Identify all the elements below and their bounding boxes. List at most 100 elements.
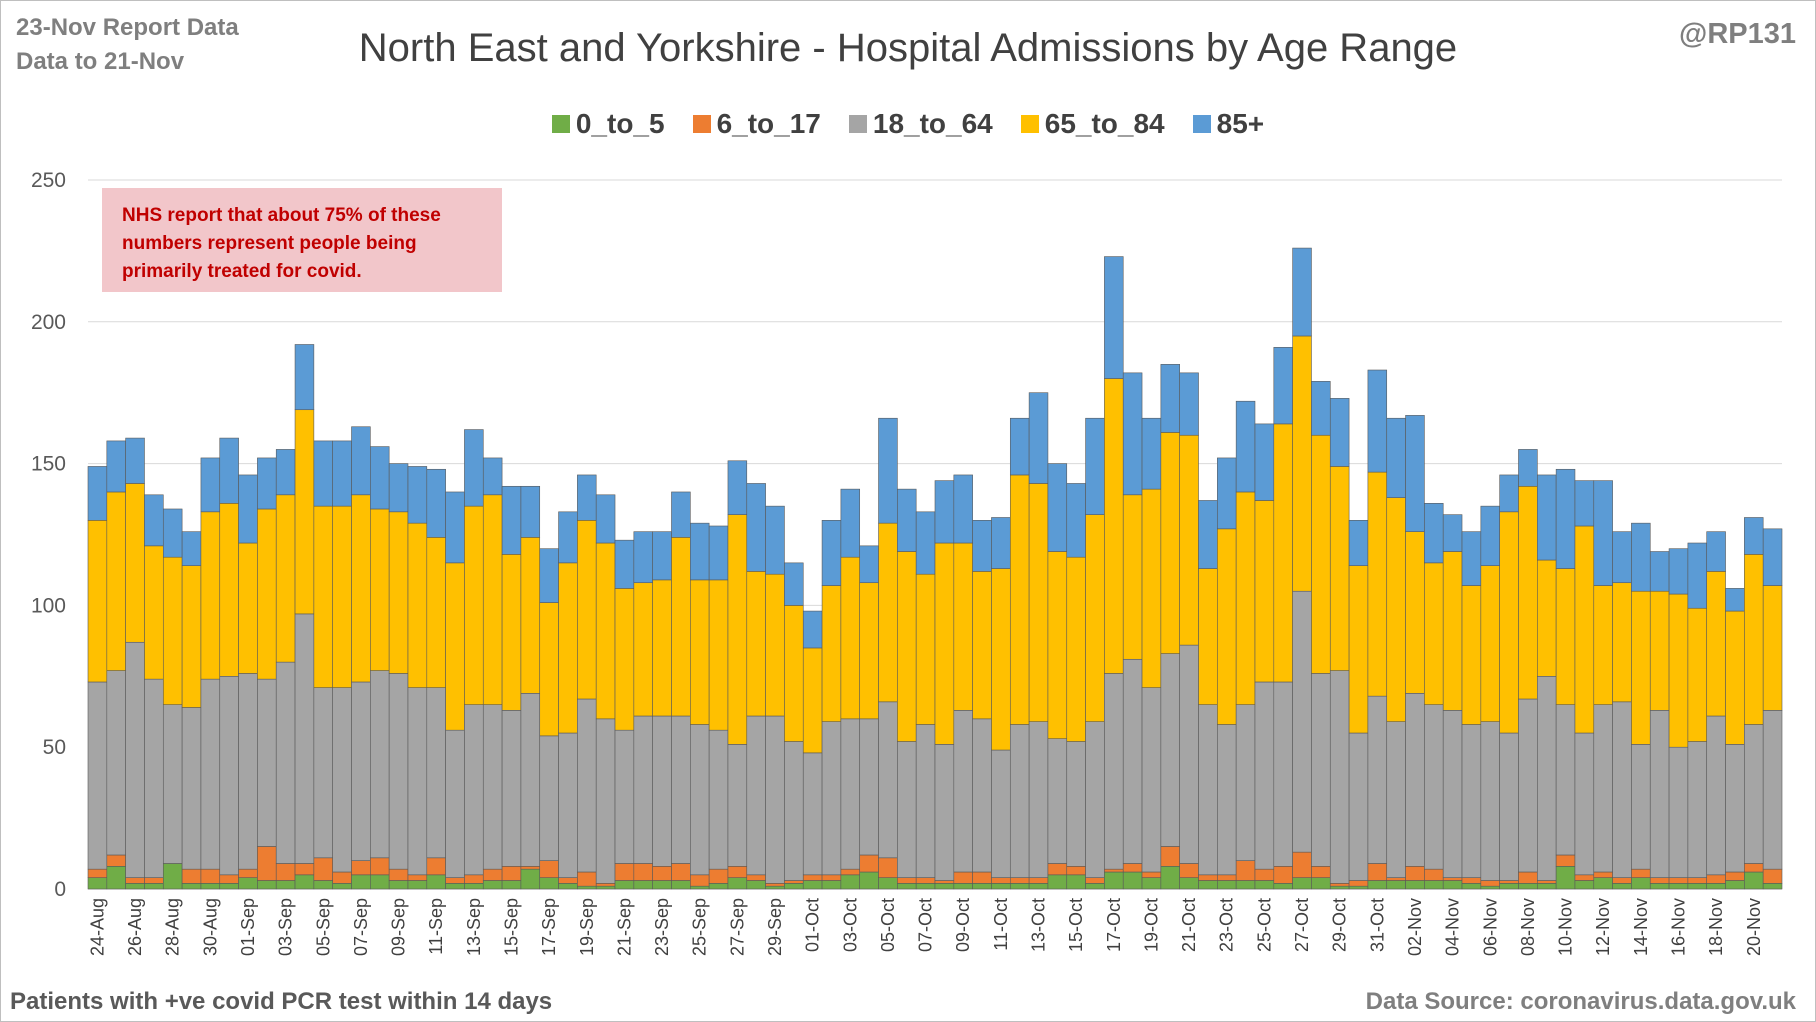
bar-6_to_17 bbox=[87, 868, 108, 878]
bar-85+ bbox=[784, 562, 804, 606]
bar-18_to_64 bbox=[388, 673, 409, 870]
bar-18_to_64 bbox=[708, 729, 729, 870]
bar-6_to_17 bbox=[1499, 880, 1519, 884]
bar-0_to_5 bbox=[972, 883, 992, 890]
bar-18_to_64 bbox=[294, 613, 315, 864]
bar-0_to_5 bbox=[1499, 883, 1519, 890]
bar-65_to_84 bbox=[1122, 494, 1143, 660]
bar-65_to_84 bbox=[144, 545, 164, 680]
bar-85+ bbox=[595, 494, 616, 544]
bar-6_to_17 bbox=[144, 877, 164, 884]
bar-65_to_84 bbox=[1198, 568, 1218, 705]
bar-0_to_5 bbox=[1085, 883, 1105, 890]
bar-85+ bbox=[1480, 505, 1500, 566]
bar-18_to_64 bbox=[633, 715, 653, 864]
bar-0_to_5 bbox=[784, 883, 804, 890]
bar-6_to_17 bbox=[1555, 854, 1576, 867]
bar-85+ bbox=[1009, 417, 1030, 476]
bar-85+ bbox=[1348, 520, 1369, 566]
legend-item-85+: 85+ bbox=[1192, 108, 1265, 140]
bar-85+ bbox=[915, 511, 936, 575]
bar-65_to_84 bbox=[878, 522, 898, 703]
bar-0_to_5 bbox=[614, 880, 635, 890]
x-tick-label: 29-Sep bbox=[765, 898, 785, 956]
bar-0_to_5 bbox=[633, 880, 653, 890]
bar-6_to_17 bbox=[1311, 866, 1331, 878]
bar-6_to_17 bbox=[558, 877, 578, 884]
bar-18_to_64 bbox=[784, 741, 804, 881]
bar-18_to_64 bbox=[1555, 704, 1576, 856]
x-tick-label: 01-Oct bbox=[803, 898, 823, 952]
bar-0_to_5 bbox=[1518, 883, 1538, 890]
legend-label: 85+ bbox=[1216, 108, 1265, 139]
bar-0_to_5 bbox=[125, 883, 145, 890]
bar-18_to_64 bbox=[275, 661, 296, 864]
bar-85+ bbox=[332, 440, 352, 507]
bar-6_to_17 bbox=[181, 868, 202, 884]
bar-85+ bbox=[87, 466, 108, 521]
bar-6_to_17 bbox=[464, 874, 484, 884]
bar-65_to_84 bbox=[1631, 590, 1651, 745]
bar-85+ bbox=[953, 474, 973, 544]
x-tick-label: 07-Oct bbox=[916, 898, 936, 952]
bar-18_to_64 bbox=[1574, 732, 1595, 876]
bar-0_to_5 bbox=[577, 885, 597, 890]
bar-18_to_64 bbox=[972, 718, 992, 873]
bar-6_to_17 bbox=[1066, 866, 1086, 876]
bar-6_to_17 bbox=[1235, 860, 1256, 881]
bar-85+ bbox=[821, 520, 842, 586]
bar-85+ bbox=[1254, 423, 1275, 501]
bar-6_to_17 bbox=[294, 863, 315, 876]
bar-18_to_64 bbox=[144, 678, 164, 878]
bar-0_to_5 bbox=[501, 880, 522, 890]
x-tick-label: 15-Sep bbox=[502, 898, 522, 956]
bar-85+ bbox=[746, 483, 766, 572]
bar-65_to_84 bbox=[1254, 500, 1275, 683]
bar-6_to_17 bbox=[1047, 863, 1068, 876]
x-tick-label: 03-Oct bbox=[840, 898, 860, 952]
bar-18_to_64 bbox=[238, 673, 258, 870]
bar-18_to_64 bbox=[1631, 744, 1651, 870]
legend-label: 18_to_64 bbox=[872, 108, 993, 139]
bar-6_to_17 bbox=[238, 868, 258, 878]
bar-85+ bbox=[1179, 372, 1199, 436]
bar-65_to_84 bbox=[1424, 562, 1444, 705]
bar-18_to_64 bbox=[539, 735, 559, 861]
bar-65_to_84 bbox=[991, 568, 1011, 751]
bar-18_to_64 bbox=[1292, 590, 1312, 853]
bar-6_to_17 bbox=[1292, 851, 1312, 878]
bar-85+ bbox=[1668, 548, 1689, 595]
bar-65_to_84 bbox=[1047, 551, 1068, 739]
bar-85+ bbox=[294, 344, 315, 411]
bar-65_to_84 bbox=[1273, 423, 1293, 683]
data-source: Data Source: coronavirus.data.gov.uk bbox=[1365, 988, 1796, 1015]
x-tick-label: 09-Oct bbox=[953, 898, 973, 952]
bar-65_to_84 bbox=[840, 556, 861, 720]
bar-0_to_5 bbox=[275, 880, 296, 890]
bar-85+ bbox=[181, 531, 202, 566]
x-tick-label: 26-Aug bbox=[125, 898, 145, 956]
bar-0_to_5 bbox=[162, 863, 183, 890]
bar-65_to_84 bbox=[464, 505, 484, 705]
bar-6_to_17 bbox=[708, 868, 729, 884]
bar-0_to_5 bbox=[144, 883, 164, 890]
bar-85+ bbox=[934, 480, 955, 544]
bar-85+ bbox=[577, 474, 597, 521]
bar-18_to_64 bbox=[482, 704, 503, 870]
bar-65_to_84 bbox=[1009, 474, 1030, 725]
bar-18_to_64 bbox=[1198, 704, 1218, 876]
bar-18_to_64 bbox=[257, 678, 277, 847]
bar-6_to_17 bbox=[746, 874, 766, 881]
bar-6_to_17 bbox=[370, 857, 390, 876]
bar-6_to_17 bbox=[1442, 877, 1463, 881]
bar-85+ bbox=[558, 511, 578, 564]
bar-6_to_17 bbox=[878, 857, 898, 878]
bar-85+ bbox=[972, 520, 992, 572]
annotation-line-1: NHS report that about 75% of these bbox=[122, 205, 441, 226]
x-tick-label: 23-Sep bbox=[652, 898, 672, 956]
bar-85+ bbox=[1537, 474, 1557, 561]
bar-65_to_84 bbox=[1085, 514, 1105, 722]
bar-18_to_64 bbox=[727, 744, 748, 867]
bar-65_to_84 bbox=[765, 573, 785, 717]
bar-85+ bbox=[501, 485, 522, 555]
